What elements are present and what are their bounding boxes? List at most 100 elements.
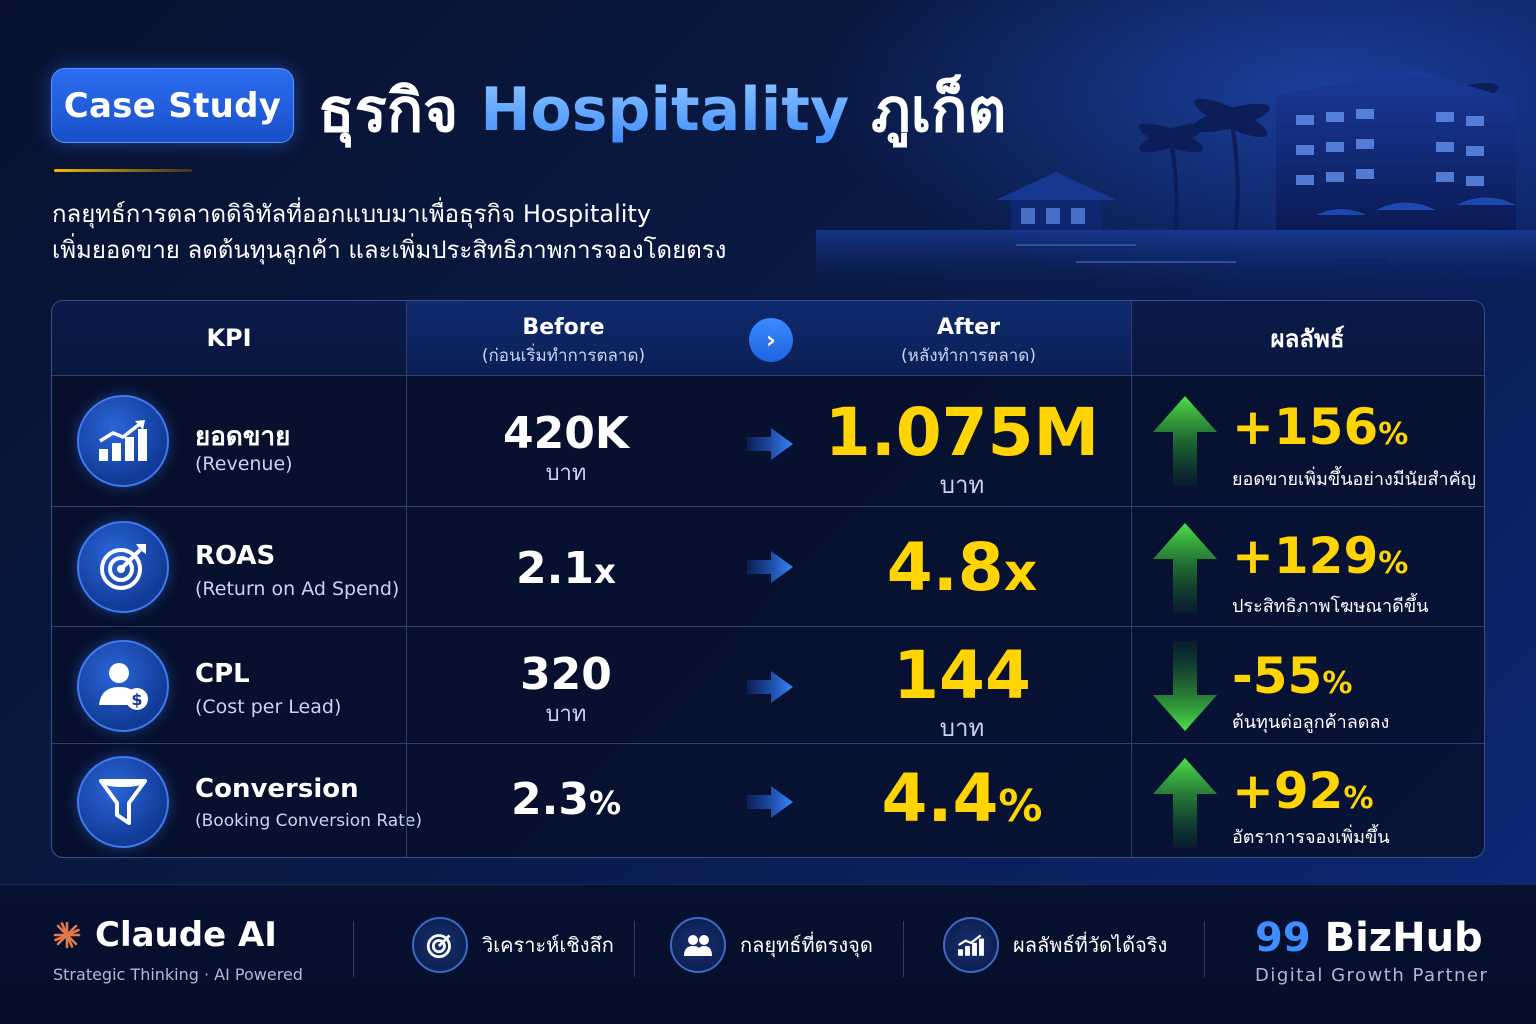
after-number: 144 [893,637,1031,714]
result-value: +92% [1232,762,1374,820]
bizhub-number: 99 [1255,915,1311,961]
user-cost-icon: $ [77,640,169,732]
result-number: -55 [1232,647,1323,705]
header-before-label: Before [522,315,605,340]
after-unit: บาท [939,714,985,742]
footer-divider [353,921,354,977]
table-row: $ CPL (Cost per Lead) 320 บาท 144 บาท -5… [52,627,1484,744]
after-suffix: x [1003,543,1038,603]
target-icon [412,917,468,973]
subtitle: กลยุทธ์การตลาดดิจิทัลที่ออกแบบมาเพื่อธุร… [52,196,726,268]
target-icon [77,521,169,613]
bizhub-tagline: Digital Growth Partner [1255,965,1489,986]
arrow-right-icon [747,786,793,818]
claude-brand-tagline: Strategic Thinking · AI Powered [53,965,303,984]
result-number: +129 [1232,527,1379,585]
chart-growth-icon [77,395,169,487]
result-pct: % [1378,546,1409,581]
after-suffix: % [998,781,1043,832]
footer-divider [634,921,635,977]
after-value: 4.4% [797,760,1127,837]
column-divider [406,301,407,857]
resort-scene-image [816,0,1536,300]
chevron-right-icon: › [749,318,793,362]
before-suffix: x [594,552,616,592]
users-icon [670,917,726,973]
before-number: 320 [520,649,612,700]
bizhub-brand: 99 BizHub Digital Growth Partner [1255,915,1488,986]
kpi-name: CPL [195,659,250,689]
table-row: ROAS (Return on Ad Spend) 2.1x 4.8x +129… [52,507,1484,627]
title-highlight: Hospitality [480,75,850,145]
after-number: 4.8 [886,529,1004,606]
result-number: +92 [1232,762,1344,820]
header-before-after: Before (ก่อนเริ่มทำการตลาด) › After (หลั… [406,301,1131,375]
arrow-down-icon [1153,641,1217,731]
feature-item: วิเคราะห์เชิงลึก [412,917,614,973]
kpi-table: KPI Before (ก่อนเริ่มทำการตลาด) › After … [51,300,1485,858]
result-value: +156% [1232,398,1408,456]
before-number: 2.3 [510,774,589,825]
before-value: 420K บาท [406,408,726,490]
before-number: 420K [503,408,629,459]
kpi-name: Conversion [195,774,359,804]
table-header-row: KPI Before (ก่อนเริ่มทำการตลาด) › After … [52,301,1484,376]
before-unit: บาท [545,461,587,486]
arrow-right-icon [747,671,793,703]
kpi-sub: (Return on Ad Spend) [195,578,400,600]
kpi-sub: (Revenue) [195,453,293,475]
header-before: Before (ก่อนเริ่มทำการตลาด) [406,315,721,369]
after-value: 4.8x [797,529,1127,606]
kpi-sub: (Booking Conversion Rate) [195,811,422,831]
header-result: ผลลัพธ์ [1270,324,1345,353]
result-text: อัตราการจองเพิ่มขึ้น [1232,827,1390,848]
after-number: 4.4 [881,760,999,837]
header-before-sub: (ก่อนเริ่มทำการตลาด) [481,346,646,366]
after-value: 1.075M บาท [797,394,1127,504]
after-number: 1.075M [824,394,1100,471]
arrow-up-icon [1153,758,1217,848]
kpi-sub: (Cost per Lead) [195,696,342,718]
feature-label: กลยุทธ์ที่ตรงจุด [740,933,873,957]
before-number: 2.1 [516,543,594,594]
title-suffix: ภูเก็ต [871,75,1007,146]
arrow-right-icon [747,551,793,583]
after-unit: บาท [939,471,985,499]
funnel-icon [77,756,169,848]
before-unit: บาท [545,702,587,727]
column-divider [1131,301,1132,857]
table-row: Conversion (Booking Conversion Rate) 2.3… [52,744,1484,857]
kpi-name: ยอดขาย [195,422,291,452]
result-text: ประสิทธิภาพโฆษณาดีขึ้น [1232,596,1429,617]
arrow-up-icon [1153,396,1217,486]
page-title: ธุรกิจ Hospitality ภูเก็ต [318,70,1006,150]
feature-label: ผลลัพธ์ที่วัดได้จริง [1013,933,1168,957]
header-after-label: After [937,315,1000,340]
before-value: 2.3% [406,774,726,825]
before-value: 2.1x [406,543,726,594]
subtitle-line-2: เพิ่มยอดขาย ลดต้นทุนลูกค้า และเพิ่มประสิ… [52,236,727,264]
claude-brand: Claude AI Strategic Thinking · AI Powere… [53,915,303,984]
bizhub-name: BizHub [1324,915,1483,961]
starburst-icon [53,921,81,949]
footer: Claude AI Strategic Thinking · AI Powere… [0,884,1536,1024]
result-pct: % [1343,781,1374,816]
header-after: After (หลังทำการตลาด) [806,315,1131,369]
feature-item: กลยุทธ์ที่ตรงจุด [670,917,873,973]
arrow-up-icon [1153,523,1217,613]
feature-item: ผลลัพธ์ที่วัดได้จริง [943,917,1167,973]
result-pct: % [1378,417,1409,452]
before-suffix: % [588,784,621,822]
svg-text:$: $ [131,690,142,709]
arrow-right-icon [747,428,793,460]
result-value: +129% [1232,527,1408,585]
before-value: 320 บาท [406,649,726,731]
result-pct: % [1322,666,1353,701]
kpi-name: ROAS [195,541,276,571]
after-value: 144 บาท [797,637,1127,747]
case-study-badge: Case Study [51,68,294,143]
header-kpi: KPI [206,324,252,352]
result-text: ต้นทุนต่อลูกค้าลดลง [1232,712,1390,733]
footer-divider [903,921,904,977]
table-row: ยอดขาย (Revenue) 420K บาท 1.075M บาท +15… [52,376,1484,507]
